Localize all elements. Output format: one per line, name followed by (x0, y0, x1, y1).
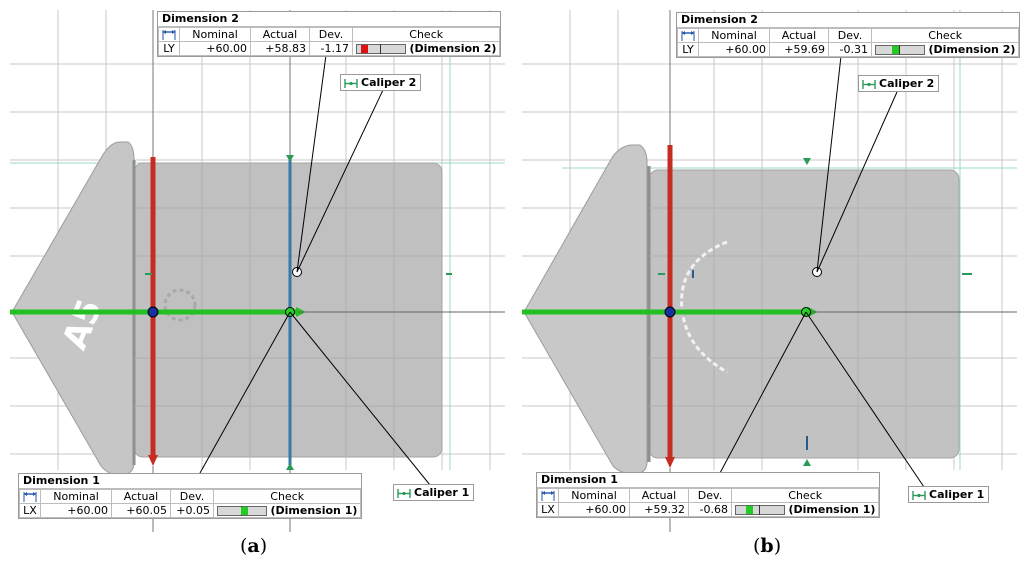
caliper-icon (912, 490, 926, 500)
axis-label: LY (158, 41, 180, 56)
deviation-value: -0.68 (688, 502, 732, 517)
deviation-value: +0.05 (170, 503, 214, 518)
caliper-2-text: Caliper 2 (361, 76, 417, 89)
dimension-arrows-icon (19, 489, 41, 504)
col-nominal: Nominal (698, 28, 770, 43)
origin-point-b (664, 306, 676, 318)
caliper-1-label-a[interactable]: Caliper 1 (393, 484, 475, 501)
axis-label: LX (19, 503, 41, 518)
caliper-icon (344, 78, 358, 88)
caliper-2-label-b[interactable]: Caliper 2 (858, 75, 940, 92)
check-bar (875, 45, 925, 55)
deviation-value: -1.17 (309, 41, 353, 56)
col-check: Check (351, 27, 501, 42)
dimension-2-table-a: Dimension 2 Nominal Actual Dev. Check LY… (157, 11, 502, 57)
check-bar (735, 505, 785, 515)
panel-b: Dimension 2 Nominal Actual Dev. Check LY… (512, 0, 1024, 532)
caliper-2-label-a[interactable]: Caliper 2 (340, 74, 422, 91)
axis-label: LY (677, 42, 699, 57)
col-actual: Actual (769, 28, 829, 43)
col-check: Check (730, 488, 880, 503)
caliper-icon (397, 488, 411, 498)
check-marker (746, 506, 753, 514)
check-cell: (Dimension 2) (351, 41, 501, 56)
dimension-2-table-b: Dimension 2 Nominal Actual Dev. Check LY… (676, 12, 1021, 58)
origin-point-a (147, 306, 159, 318)
dimension-2-title: Dimension 2 (158, 12, 501, 27)
dimension-1-title: Dimension 1 (537, 473, 880, 488)
caliper-icon (862, 79, 876, 89)
deviation-value: -0.31 (828, 42, 872, 57)
check-name: Dimension 1 (793, 503, 871, 516)
axis-label: LX (537, 502, 559, 517)
dimension-arrows-icon (677, 28, 699, 43)
col-dev: Dev. (828, 28, 872, 43)
check-bar (356, 44, 406, 54)
check-bar (217, 506, 267, 516)
nominal-value: +60.00 (179, 41, 251, 56)
col-check: Check (212, 489, 362, 504)
actual-value: +60.05 (111, 503, 171, 518)
col-actual: Actual (250, 27, 310, 42)
dimension-1-table-b: Dimension 1 Nominal Actual Dev. Check LX… (536, 472, 881, 518)
col-check: Check (870, 28, 1020, 43)
dimension-1-title: Dimension 1 (19, 474, 362, 489)
col-nominal: Nominal (40, 489, 112, 504)
check-name: Dimension 2 (414, 42, 492, 55)
actual-value: +59.32 (629, 502, 689, 517)
actual-value: +58.83 (250, 41, 310, 56)
col-dev: Dev. (170, 489, 214, 504)
dimension-arrows-icon (158, 27, 180, 42)
dimension-arrows-icon (537, 488, 559, 503)
caliper-1-text: Caliper 1 (929, 488, 985, 501)
check-cell: (Dimension 2) (870, 42, 1020, 57)
scan-viewport-a[interactable]: A5 (0, 0, 512, 532)
nominal-value: +60.00 (558, 502, 630, 517)
dimension-1-table-a: Dimension 1 Nominal Actual Dev. Check LX… (18, 473, 363, 519)
scan-viewport-b[interactable] (512, 0, 1024, 532)
caliper-1-label-b[interactable]: Caliper 1 (908, 486, 990, 503)
dimension-2-title: Dimension 2 (677, 13, 1020, 28)
check-marker (361, 45, 368, 53)
caliper-1-text: Caliper 1 (414, 486, 470, 499)
check-marker (892, 46, 899, 54)
check-name: Dimension 1 (275, 504, 353, 517)
check-cell: (Dimension 1) (212, 503, 362, 518)
check-cell: (Dimension 1) (730, 502, 880, 517)
caliper-2-text: Caliper 2 (879, 77, 935, 90)
col-nominal: Nominal (558, 488, 630, 503)
nominal-value: +60.00 (698, 42, 770, 57)
col-dev: Dev. (688, 488, 732, 503)
actual-value: +59.69 (769, 42, 829, 57)
panel-a: A5 Dimension 2 Nominal Actual (0, 0, 512, 532)
panel-label-b: (b) (753, 535, 782, 557)
nominal-value: +60.00 (40, 503, 112, 518)
panel-label-a: (a) (240, 535, 268, 557)
col-nominal: Nominal (179, 27, 251, 42)
check-name: Dimension 2 (933, 43, 1011, 56)
check-marker (241, 507, 248, 515)
col-actual: Actual (111, 489, 171, 504)
col-dev: Dev. (309, 27, 353, 42)
col-actual: Actual (629, 488, 689, 503)
